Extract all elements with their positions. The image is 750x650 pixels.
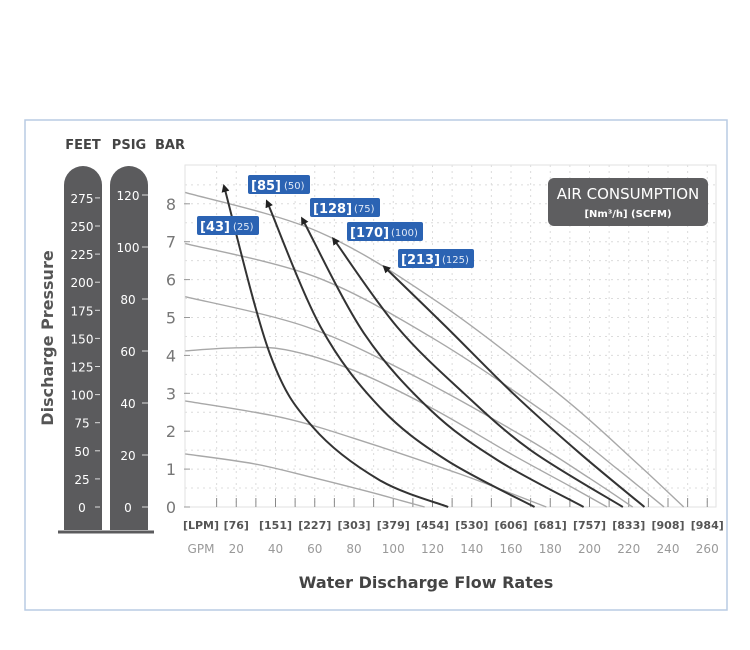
x-tick-label-lpm: [681] [534,519,567,532]
x-tick-label-gpm: 20 [229,542,244,556]
feet-header: FEET [65,138,101,153]
air-curve-label-box [248,175,310,194]
air-consumption-curves: [43] (25) [85] (50) [128] (75) [170] (100) [213]… [197,175,646,508]
pressure-curve [185,242,665,508]
psig-tick-label: 60 [120,345,135,359]
x-tick-label-lpm: [908] [651,519,684,532]
air-curve-label-box [310,198,380,217]
air-curve-label-scfm: (125) [442,255,469,266]
x-unit-gpm: GPM [188,542,215,556]
x-tick-label-lpm: [757] [573,519,606,532]
legend-title: AIR CONSUMPTION [557,185,699,203]
air-curve-label-box [398,249,474,268]
pressure-scales: 0 25 50 75 100 125 150 175 200 225 250 275 0 20 40 60 80… [58,166,154,534]
psig-tick-label: 80 [120,293,135,307]
y-axis-label: Discharge Pressure [38,250,57,426]
feet-tick-label: 275 [71,192,94,206]
air-curve-label-nm3h: [43] [200,220,230,235]
pressure-curves [185,191,685,508]
psig-tick-label: 120 [117,189,140,203]
x-tick-label-lpm: [76] [224,519,249,532]
feet-tick-label: 25 [74,473,89,487]
feet-tick-label: 100 [71,389,94,403]
air-curve-label-nm3h: [170] [350,226,389,241]
air-curve-label-scfm: (25) [233,222,254,233]
psig-header: PSIG [112,138,146,153]
psig-tick-label: 100 [117,241,140,255]
x-tick-label-gpm: 160 [500,542,523,556]
psig-tick-label: 40 [120,397,135,411]
psig-tick-label: 0 [124,501,132,515]
feet-tick-label: 75 [74,417,89,431]
bar-tick-label: 1 [166,460,176,479]
x-unit-lpm: [LPM] [183,519,219,532]
air-consumption-curve [301,216,585,508]
x-tick-label-lpm: [606] [494,519,527,532]
air-curve-label-box [197,216,259,235]
x-tick-label-lpm: [227] [298,519,331,532]
x-tick-label-gpm: 240 [657,542,680,556]
pressure-curve [185,453,425,508]
pressure-curve [185,191,685,508]
x-tick-label-gpm: 100 [382,542,405,556]
pressure-curve [185,295,634,508]
x-axis-label: Water Discharge Flow Rates [299,573,553,592]
legend-box [548,178,708,226]
x-tick-label-lpm: [379] [377,519,410,532]
air-curve-label-scfm: (50) [284,181,305,192]
pressure-curve [185,400,547,508]
bar-tick-label: 2 [166,422,176,441]
x-tick-label-lpm: [303] [337,519,370,532]
feet-tick-label: 50 [74,445,89,459]
x-tick-label-gpm: 60 [307,542,322,556]
air-curve-label-scfm: (100) [391,228,418,239]
air-curve-label-nm3h: [85] [251,179,281,194]
bar-tick-label: 5 [166,309,176,328]
bar-header: BAR [155,138,185,153]
feet-tick-label: 150 [71,332,94,346]
psig-scale-bar [110,166,148,530]
air-consumption-curve [382,265,646,508]
bar-tick-label: 7 [166,233,176,252]
x-tick-label-gpm: 200 [578,542,601,556]
feet-scale-bar [64,166,102,530]
feet-tick-label: 175 [71,304,94,318]
x-tick-label-gpm: 80 [346,542,361,556]
psig-tick-label: 20 [120,449,135,463]
feet-tick-label: 0 [78,501,86,515]
x-tick-label-gpm: 40 [268,542,283,556]
legend-subtitle: [Nm³/h] (SCFM) [584,209,671,220]
x-tick-label-lpm: [984] [691,519,724,532]
bar-tick-label: 6 [166,271,176,290]
bar-tick-label: 3 [166,384,176,403]
plot-area [184,164,717,508]
air-curve-label-nm3h: [213] [401,253,440,268]
x-tick-label-gpm: 180 [539,542,562,556]
x-tick-label-lpm: [151] [259,519,292,532]
x-tick-label-gpm: 140 [460,542,483,556]
air-curve-label-box [347,222,423,241]
bar-tick-label: 8 [166,195,176,214]
x-tick-label-gpm: 220 [617,542,640,556]
x-tick-label-lpm: [530] [455,519,488,532]
pressure-curve [185,346,608,508]
feet-tick-label: 250 [71,220,94,234]
air-consumption-curve [265,199,536,508]
bar-tick-label: 0 [166,498,176,517]
feet-tick-label: 225 [71,248,94,262]
air-consumption-curve [332,236,624,508]
bar-tick-label: 4 [166,346,176,365]
legend: AIR CONSUMPTION [Nm³/h] (SCFM) [548,178,708,226]
x-tick-label-lpm: [454] [416,519,449,532]
feet-tick-label: 125 [71,361,94,375]
feet-tick-label: 200 [71,276,94,290]
air-curve-label-nm3h: [128] [313,202,352,217]
x-tick-label-gpm: 120 [421,542,444,556]
x-tick-label-gpm: 260 [696,542,719,556]
air-consumption-curve [221,184,449,508]
x-tick-label-lpm: [833] [612,519,645,532]
air-curve-label-scfm: (75) [354,204,375,215]
axes: 0 1 2 3 4 5 6 7 8 [LPM] GPM [76] 20 [151] 40 [227] 60 [30… [166,195,724,556]
